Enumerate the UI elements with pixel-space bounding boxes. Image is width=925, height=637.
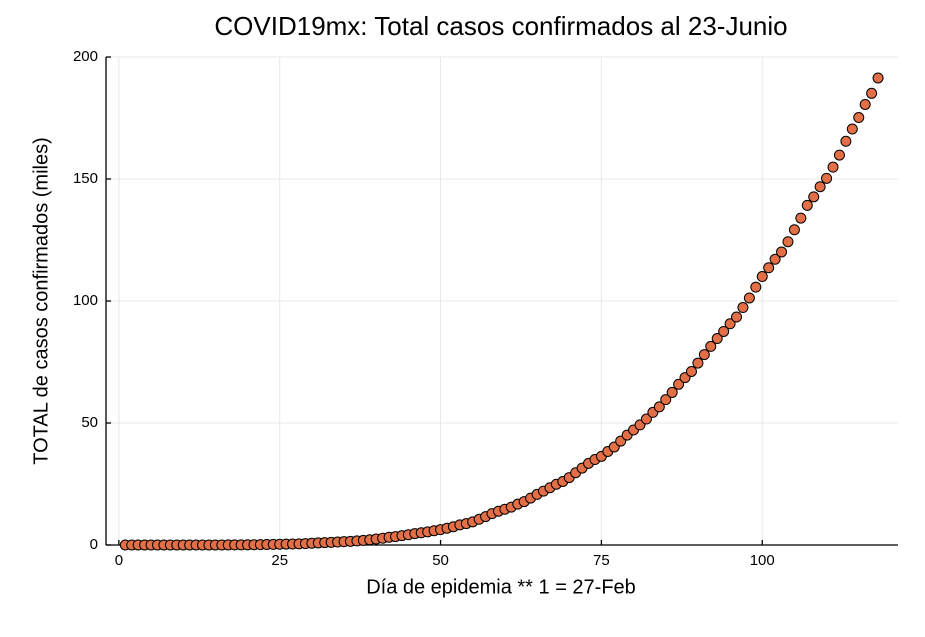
point — [692, 357, 704, 369]
point — [808, 191, 820, 203]
point — [711, 333, 723, 345]
point — [724, 318, 736, 330]
point — [776, 246, 788, 258]
point — [685, 366, 697, 378]
point — [872, 72, 884, 84]
x-axis-label: Día de epidemia ** 1 = 27-Feb — [366, 576, 636, 598]
y-tick-label: 0 — [90, 536, 98, 553]
point — [718, 325, 730, 337]
point — [833, 149, 845, 161]
point — [827, 161, 839, 173]
point — [840, 135, 852, 147]
point — [750, 281, 762, 293]
point — [782, 236, 794, 248]
point — [769, 253, 781, 265]
y-tick-label: 100 — [73, 292, 98, 309]
point — [653, 401, 665, 413]
point — [801, 199, 813, 211]
point — [866, 87, 878, 99]
x-tick-label: 0 — [115, 552, 123, 569]
point — [731, 311, 743, 323]
point — [640, 413, 652, 425]
x-tick-label: 50 — [432, 552, 449, 569]
point — [763, 262, 775, 274]
point — [853, 112, 865, 124]
point — [666, 386, 678, 398]
point — [795, 212, 807, 224]
x-tick-label: 75 — [593, 552, 610, 569]
chart-title: COVID19mx: Total casos confirmados al 23… — [214, 11, 787, 41]
y-tick-label: 50 — [81, 414, 98, 431]
point — [756, 271, 768, 283]
y-tick-label: 200 — [73, 48, 98, 65]
point — [743, 292, 755, 304]
y-axis-label: TOTAL de casos confirmados (miles) — [30, 137, 52, 465]
point — [660, 394, 672, 406]
x-tick-label: 100 — [750, 552, 775, 569]
point — [859, 98, 871, 110]
x-tick-label: 25 — [271, 552, 288, 569]
point — [673, 378, 685, 390]
point — [788, 224, 800, 236]
point — [698, 349, 710, 361]
point — [821, 172, 833, 184]
point — [705, 340, 717, 352]
y-tick-label: 150 — [73, 170, 98, 187]
point — [846, 123, 858, 135]
point — [737, 302, 749, 314]
point — [814, 181, 826, 193]
